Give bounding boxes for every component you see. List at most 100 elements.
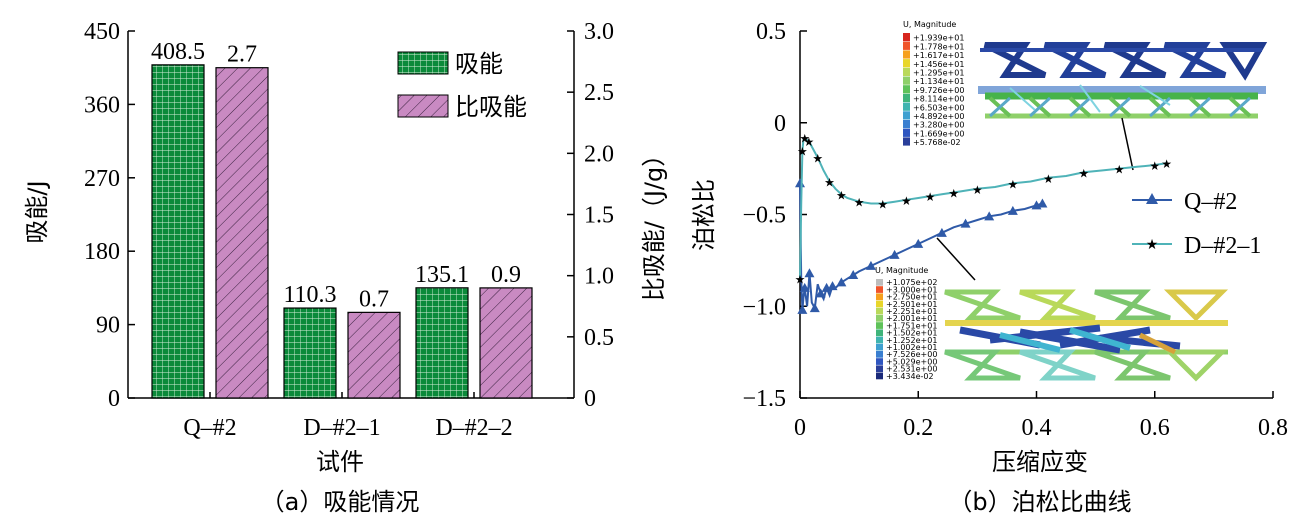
series-line: [799, 135, 1167, 279]
inset-legend-value: +1.669e+00: [913, 129, 964, 138]
data-point: ★: [1114, 163, 1125, 177]
data-point: [804, 268, 815, 278]
inset-legend-value: +4.892e+00: [913, 112, 964, 121]
legend-marker-d21: ★: [1146, 238, 1159, 253]
inset-legend-swatch: [876, 286, 883, 293]
y-tick-label-b: −1.0: [742, 294, 786, 320]
inset-legend-swatch: [903, 41, 910, 50]
data-point: ★: [1078, 166, 1089, 180]
y-right-ticks-a: 0 0.5 1.0 1.5 2.0 2.5 3.0: [567, 19, 614, 412]
y-left-tick-label: 90: [96, 313, 120, 339]
inset-legend-value: +6.503e+00: [913, 103, 964, 112]
panel-a-bar-chart: 0 90 180 270 360 450 0 0.5 1.0 1.5 2.0 2.5 3.0 408.…: [23, 19, 668, 516]
inset-legend-swatch: [876, 307, 883, 315]
inset-legend-swatch: [876, 372, 883, 380]
inset-legend-swatch: [903, 111, 910, 120]
y-left-tick-label: 0: [108, 386, 120, 412]
y-right-tick-label: 2.0: [584, 141, 614, 167]
y-tick-label-b: −0.5: [742, 203, 786, 229]
data-point: ★: [824, 175, 835, 189]
inset-legend-value: +1.075e+02: [886, 278, 937, 287]
inset-upper-structure: [978, 42, 1268, 119]
data-point: [797, 304, 808, 314]
bar-specific-energy: [347, 311, 401, 399]
data-point: ★: [972, 183, 983, 197]
bar-energy: [151, 64, 205, 399]
data-point: ★: [1161, 157, 1172, 171]
y-left-tick-label: 450: [84, 19, 120, 45]
inset-legend-swatch: [903, 76, 910, 85]
inset-lower-structure: [944, 289, 1229, 382]
inset-legend-value: +5.768e-02: [913, 138, 961, 147]
legend-swatch-specific-energy: [397, 94, 449, 118]
inset-legend-value: +2.001e+01: [886, 314, 937, 323]
y-right-tick-label: 0: [584, 386, 596, 412]
x-label-b: 压缩应变: [992, 448, 1088, 476]
inset-legend-value: +1.134e+01: [913, 77, 964, 86]
inset-legend-swatch: [876, 315, 883, 322]
inset-legend-swatch: [903, 128, 910, 137]
inset-legend-value: +3.000e+01: [886, 285, 937, 294]
inset-legend-swatch: [903, 50, 910, 59]
legend-swatch-energy: [397, 51, 449, 75]
data-point: [984, 211, 995, 221]
caption-a: （a）吸能情况: [261, 488, 420, 516]
x-tick-label-b: 0.4: [1022, 415, 1052, 441]
data-point: ★: [799, 131, 810, 145]
y-right-tick-label: 1.0: [584, 264, 614, 290]
x-tick-label-b: 0.6: [1140, 415, 1170, 441]
bars-a: 408.5 2.7 110.3 0.7 135.1 0.9: [151, 39, 533, 399]
inset-legend-swatch: [876, 343, 883, 351]
data-point: ★: [803, 135, 814, 149]
data-point: [1007, 205, 1018, 215]
inset-legend-swatch: [903, 59, 910, 68]
data-point: ★: [1007, 177, 1018, 191]
fea-inset-upper: U, Magnitude +1.939e+01+1.778e+01+1.617e…: [903, 20, 1268, 171]
bar-specific-energy: [215, 67, 269, 399]
x-tick-label-b: 0.8: [1258, 415, 1288, 441]
inset-upper-legend: +1.939e+01+1.778e+01+1.617e+01+1.456e+01…: [903, 33, 964, 147]
series-lines-b: ★★★★★★★★ ★ ★ ★ ★ ★ ★ ★ ★ ★ ★ ★: [795, 131, 1172, 314]
inset-legend-value: +2.531e+00: [886, 365, 937, 374]
data-point: [848, 270, 859, 280]
x-tick-label-b: 0: [794, 415, 806, 441]
panel-b-line-chart: −1.5 −1.0 −0.5 0 0.5 0 0.2 0.4 0.6 0.8 U, Magnit…: [690, 19, 1288, 516]
y-label-right-a: 比吸能/（J/g）: [640, 143, 668, 301]
inset-legend-swatch: [903, 102, 910, 111]
inset-legend-value: +1.778e+01: [913, 42, 964, 51]
data-point: ★: [797, 144, 808, 158]
legend-a: 吸能 比吸能: [397, 50, 527, 121]
data-point: [960, 218, 971, 228]
legend-b: Q–#2 ★ D–#2–1: [1132, 189, 1261, 259]
x-tick-label-b: 0.2: [903, 415, 933, 441]
bar-energy: [415, 287, 469, 399]
data-point: ★: [854, 196, 865, 210]
inset-lower-legend: +1.075e+02+3.000e+01+2.750e+01+2.501e+01…: [876, 278, 937, 381]
data-point: [815, 288, 826, 298]
legend-label-specific-energy: 比吸能: [455, 93, 527, 121]
data-point: [799, 282, 810, 292]
inset-legend-value: +1.002e+01: [886, 343, 937, 352]
y-right-tick-label: 1.5: [584, 203, 614, 229]
legend-label-d21: D–#2–1: [1184, 233, 1261, 259]
inset-legend-swatch: [876, 329, 883, 337]
data-point: [809, 303, 820, 313]
y-right-tick-label: 2.5: [584, 80, 614, 106]
inset-legend-swatch: [903, 93, 910, 103]
bar-energy-label: 135.1: [415, 262, 469, 288]
inset-legend-value: +8.114e+00: [913, 95, 964, 104]
legend-label-q2: Q–#2: [1184, 189, 1237, 215]
data-point: [889, 249, 900, 259]
y-right-tick-label: 0.5: [584, 325, 614, 351]
inset-legend-swatch: [903, 67, 910, 76]
x-categories-a: Q–#2 D–#2–1 D–#2–2: [183, 392, 513, 441]
bar-specific-energy-label: 2.7: [227, 42, 257, 68]
data-point: [865, 260, 876, 270]
y-tick-label-b: 0: [774, 111, 786, 137]
inset-legend-swatch: [876, 279, 883, 286]
inset-legend-value: +3.280e+00: [913, 121, 964, 130]
inset-legend-value: +1.295e+01: [913, 69, 964, 78]
inset-legend-swatch: [903, 120, 910, 129]
y-label-left-a: 吸能/J: [23, 180, 51, 243]
bar-specific-energy-label: 0.9: [491, 262, 521, 288]
